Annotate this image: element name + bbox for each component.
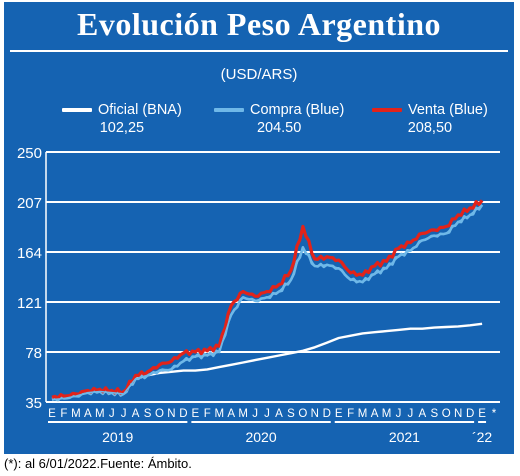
year-label: 2019 — [102, 429, 133, 445]
month-tick-label: N — [454, 408, 462, 420]
month-tick-label: D — [179, 408, 187, 420]
month-tick-label: J — [252, 408, 258, 420]
month-tick-label: A — [227, 408, 235, 420]
month-tick-label: * — [492, 408, 497, 420]
month-tick-label: J — [396, 408, 402, 420]
month-tick-label: O — [155, 408, 164, 420]
month-tick-label: J — [408, 408, 414, 420]
month-tick-label: M — [95, 408, 105, 420]
month-tick-label: N — [311, 408, 319, 420]
month-tick-label: F — [60, 408, 67, 420]
series-line-venta — [51, 199, 484, 400]
chart-title: Evolución Peso Argentino — [76, 6, 441, 42]
month-tick-label: E — [192, 408, 200, 420]
year-label: ´22 — [472, 429, 492, 445]
legend-label-compra: Compra (Blue) — [250, 102, 345, 118]
month-tick-label: M — [382, 408, 392, 420]
plot-area — [46, 152, 500, 402]
month-tick-label: S — [287, 408, 295, 420]
month-tick-label: S — [144, 408, 152, 420]
month-tick-label: M — [214, 408, 224, 420]
month-tick-label: A — [371, 408, 379, 420]
month-tick-label: A — [419, 408, 427, 420]
month-tick-label: D — [466, 408, 474, 420]
month-tick-label: O — [442, 408, 451, 420]
legend-item-oficial: Oficial (BNA) 102,25 — [62, 102, 182, 136]
month-tick-label: N — [167, 408, 175, 420]
legend-label-oficial: Oficial (BNA) — [98, 102, 182, 118]
legend-item-venta: Venta (Blue) 208,50 — [372, 102, 488, 136]
y-tick-label: 250 — [17, 145, 42, 162]
month-tick-label: J — [264, 408, 270, 420]
legend-label-venta: Venta (Blue) — [408, 102, 488, 118]
y-tick-label: 35 — [25, 395, 42, 412]
y-tick-label: 207 — [17, 195, 42, 212]
chart-frame: Evolución Peso Argentino (USD/ARS) Ofici… — [4, 2, 514, 454]
month-tick-label: M — [238, 408, 248, 420]
year-label: 2020 — [245, 429, 276, 445]
year-label: 2021 — [389, 429, 420, 445]
series-line-compra-overlay — [51, 204, 483, 401]
month-tick-label: M — [71, 408, 81, 420]
chart-subtitle: (USD/ARS) — [220, 66, 298, 83]
month-tick-label: M — [358, 408, 368, 420]
month-tick-label: F — [347, 408, 354, 420]
month-tick-label: A — [132, 408, 140, 420]
legend-value-compra: 204.50 — [256, 120, 302, 136]
month-tick-label: E — [478, 408, 486, 420]
legend-swatch-oficial — [62, 108, 92, 112]
title-divider — [10, 50, 508, 52]
legend-swatch-venta — [372, 108, 402, 112]
month-tick-label: A — [275, 408, 283, 420]
month-tick-label: J — [109, 408, 115, 420]
month-tick-label: O — [298, 408, 307, 420]
month-tick-label: E — [48, 408, 56, 420]
y-tick-label: 121 — [17, 295, 42, 312]
legend-swatch-compra — [214, 108, 244, 112]
month-tick-label: F — [204, 408, 211, 420]
month-tick-label: S — [430, 408, 438, 420]
month-tick-label: D — [323, 408, 331, 420]
month-tick-label: A — [84, 408, 92, 420]
legend-value-oficial: 102,25 — [99, 120, 145, 136]
month-tick-label: E — [335, 408, 343, 420]
footnote: (*): al 6/01/2022.Fuente: Ámbito. — [4, 456, 192, 471]
legend-item-compra: Compra (Blue) 204.50 — [214, 102, 344, 136]
y-tick-label: 164 — [17, 245, 42, 262]
legend-value-venta: 208,50 — [407, 120, 453, 136]
month-tick-label: J — [121, 408, 127, 420]
y-tick-label: 78 — [25, 345, 42, 362]
